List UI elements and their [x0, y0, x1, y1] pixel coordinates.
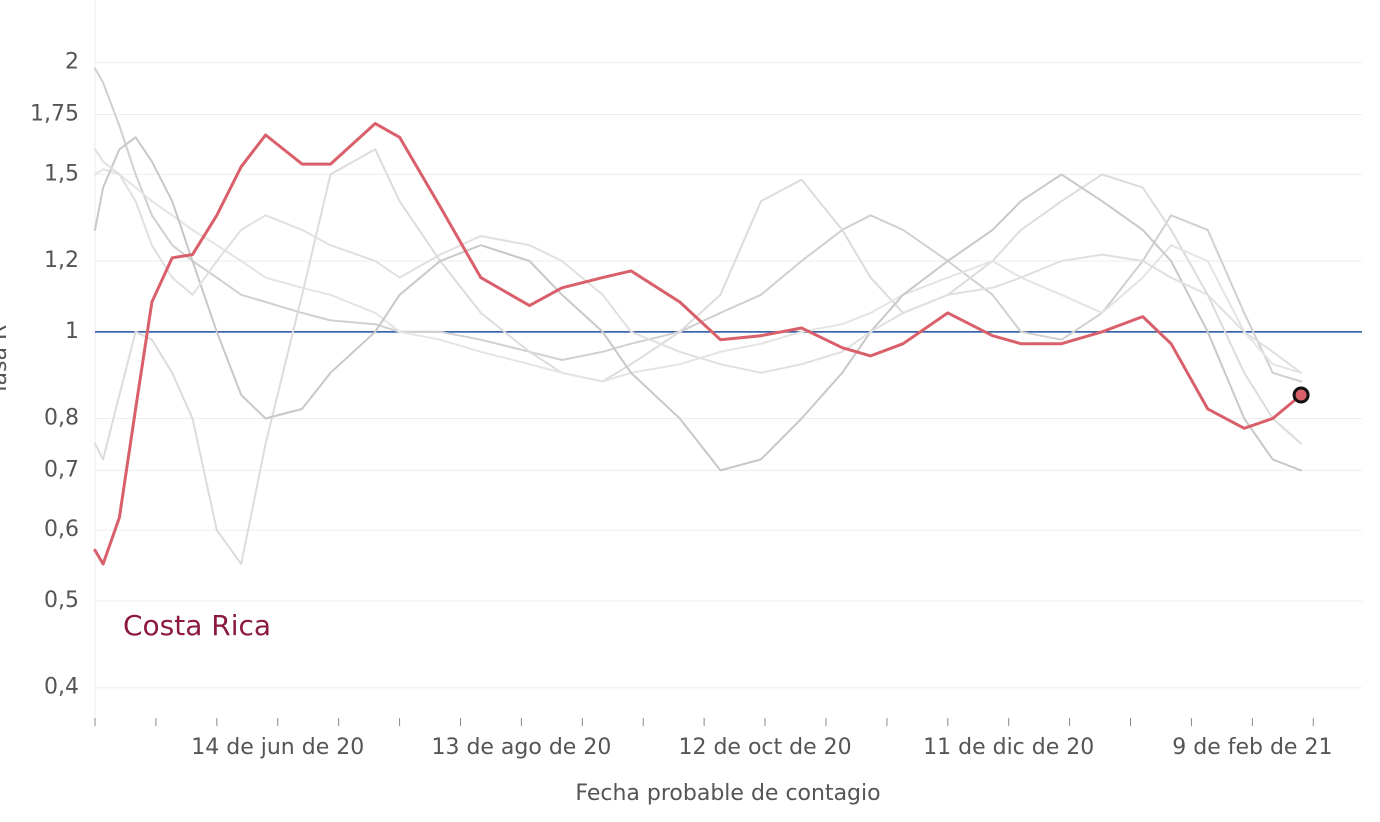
- x-tick-label: 11 de dic de 20: [923, 735, 1094, 760]
- x-tick-label: 14 de jun de 20: [191, 735, 364, 760]
- y-tick-label: 0,4: [44, 675, 79, 700]
- y-tick-label: 1,2: [44, 248, 79, 273]
- y-tick-label: 1,5: [44, 161, 79, 186]
- annotation: Costa Rica: [123, 609, 271, 642]
- country-line: [94, 67, 1303, 383]
- y-tick-label: 2: [65, 50, 79, 75]
- x-tick-label: 12 de oct de 20: [678, 735, 851, 760]
- country-line: [94, 148, 1303, 565]
- y-tick-label: 1,75: [30, 101, 79, 126]
- x-axis-label: Fecha probable de contagio: [575, 781, 880, 806]
- country-line: [94, 136, 1303, 472]
- highlight-line: [93, 122, 1303, 566]
- end-marker: [1292, 386, 1310, 404]
- y-tick-label: 0,8: [44, 406, 79, 431]
- y-tick-label: 0,6: [44, 517, 79, 542]
- country-line: [94, 168, 1303, 383]
- x-tick-label: 13 de ago de 20: [431, 735, 611, 760]
- x-tick-label: 9 de feb de 21: [1172, 735, 1332, 760]
- y-tick-label: 0,7: [44, 457, 79, 482]
- country-line: [94, 148, 1303, 374]
- y-tick-label: 0,5: [44, 588, 79, 613]
- y-tick-label: 1: [65, 319, 79, 344]
- y-axis-label: Tasa R: [0, 325, 12, 397]
